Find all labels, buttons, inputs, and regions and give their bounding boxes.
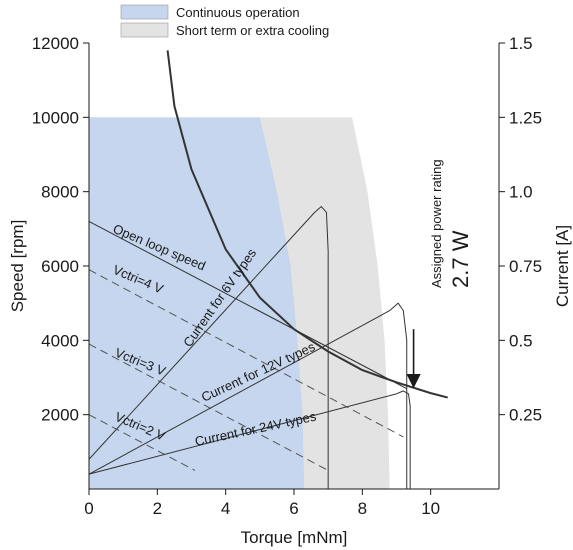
y-tick-label: 2000	[41, 406, 79, 425]
current-6v-line	[89, 206, 329, 489]
legend-swatch-short-term	[120, 22, 169, 38]
y2-tick-label: 1.5	[509, 34, 533, 53]
y-tick-label: 6000	[41, 257, 79, 276]
x-tick-label: 8	[358, 499, 367, 518]
legend-swatch-continuous	[120, 4, 169, 20]
y2-tick-label: 0.25	[509, 406, 542, 425]
open-loop-speed-line	[89, 220, 407, 390]
x-tick-label: 6	[289, 499, 298, 518]
y2-tick-label: 0.75	[509, 257, 542, 276]
y-tick-label: 12000	[32, 34, 79, 53]
y2-tick-label: 1.25	[509, 108, 542, 127]
vctri-3v-line	[89, 343, 329, 471]
legend-label-short-term: Short term or extra cooling	[176, 23, 329, 38]
power-rating-annotation: Assigned power rating 2.7 W	[406, 159, 473, 389]
y-tick-label: 8000	[41, 183, 79, 202]
power-rating-value: 2.7 W	[448, 230, 473, 288]
x-tick-label: 0	[84, 499, 93, 518]
legend: Continuous operation Short term or extra…	[120, 4, 329, 38]
x-tick-label: 2	[153, 499, 162, 518]
tick-layer: 0 2 4 6 8 10 2000 4000 6000 8000 10000 12000 0.25 0.5…	[32, 34, 542, 518]
x-tick-label: 10	[421, 499, 440, 518]
axes: 0 2 4 6 8 10 2000 4000 6000 8000 10000 12000 0.25 0.5…	[32, 34, 542, 518]
current-12v-line	[89, 302, 408, 489]
power-rating-label: Assigned power rating	[429, 159, 444, 288]
vctri-4v-line	[89, 269, 404, 438]
region-layer	[89, 117, 390, 489]
region-continuous	[89, 117, 305, 489]
vctri-2v-line	[89, 414, 196, 471]
y2-axis-title: Current [A]	[553, 225, 572, 307]
y2-tick-label: 0.5	[509, 331, 533, 350]
x-tick-label: 4	[221, 499, 230, 518]
y-axis-title: Speed [rpm]	[8, 220, 27, 313]
x-axis-title: Torque [mNm]	[241, 528, 348, 547]
y-tick-label: 4000	[41, 331, 79, 350]
y-tick-label: 10000	[32, 108, 79, 127]
y2-tick-label: 1.0	[509, 183, 533, 202]
legend-label-continuous: Continuous operation	[176, 5, 300, 20]
current-24v-line	[89, 390, 411, 489]
